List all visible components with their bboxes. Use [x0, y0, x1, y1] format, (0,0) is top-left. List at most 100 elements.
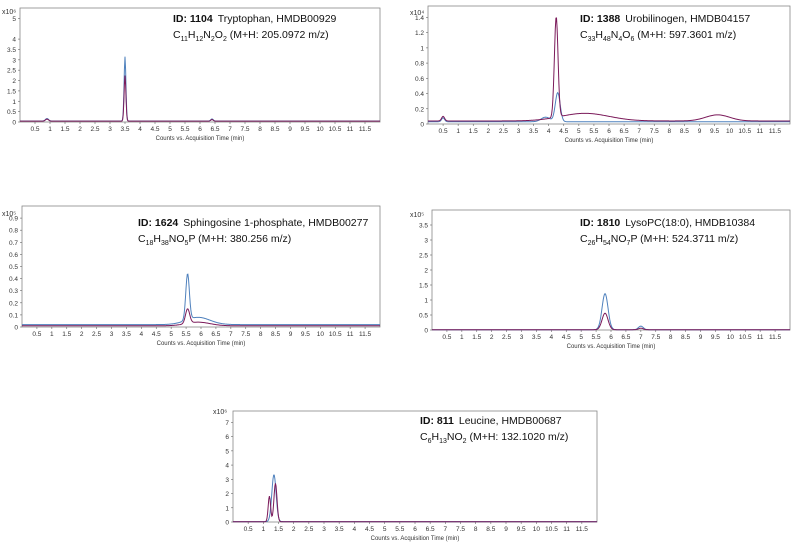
compound-name: Tryptophan, HMDB00929: [218, 13, 337, 25]
formula-subscript: 5: [185, 240, 189, 247]
x-tick-label: 5: [168, 126, 172, 133]
compound-id: ID: 811: [420, 415, 454, 427]
x-tick-label: 1: [460, 334, 464, 341]
x-tick-label: 9: [504, 526, 508, 533]
x-tick-label: 8.5: [270, 126, 279, 133]
compound-title: ID: 811 Leucine, HMDB00687: [420, 415, 562, 427]
x-tick-label: 0.5: [30, 126, 39, 133]
x-tick-label: 3: [110, 331, 114, 338]
compound-id: ID: 1810: [580, 217, 620, 229]
x-tick-label: 5: [579, 334, 583, 341]
y-scale-label: x10⁴: [410, 10, 424, 17]
y-tick-label: 0.4: [415, 91, 424, 98]
x-tick-label: 10: [726, 128, 734, 135]
y-tick-label: 0.1: [9, 312, 18, 319]
x-tick-label: 6: [609, 334, 613, 341]
plot-frame: [19, 7, 381, 123]
x-tick-label: 10.5: [545, 526, 558, 533]
x-tick-label: 1: [262, 526, 266, 533]
trace-series-1: [22, 273, 380, 326]
compound-title: ID: 1104 Tryptophan, HMDB00929: [173, 13, 337, 25]
formula-text: O: [215, 29, 223, 41]
y-tick-label: 2.5: [7, 68, 16, 75]
trace-series-1: [428, 91, 790, 123]
x-tick-label: 2: [292, 526, 296, 533]
x-tick-label: 2.5: [304, 526, 313, 533]
x-tick-label: 5.5: [180, 126, 189, 133]
y-tick-label: 5: [225, 448, 229, 455]
formula-subscript: 12: [195, 36, 203, 43]
y-tick-label: 5: [12, 16, 16, 23]
x-tick-label: 6.5: [426, 526, 435, 533]
x-tick-label: 11: [347, 331, 354, 338]
x-tick-label: 10: [533, 526, 541, 533]
compound-id: ID: 1388: [580, 13, 620, 25]
formula-text: NO: [169, 233, 185, 245]
formula-subscript: 4: [618, 36, 622, 43]
x-tick-label: 4: [547, 128, 551, 135]
y-tick-label: 0.3: [9, 288, 18, 295]
x-tick-label: 1.5: [469, 128, 478, 135]
y-scale-label: x10⁶: [213, 409, 227, 416]
y-tick-label: 0.2: [415, 106, 424, 113]
formula-text: C: [138, 233, 146, 245]
x-tick-label: 1.5: [60, 126, 69, 133]
x-tick-label: 6.5: [210, 126, 219, 133]
formula-subscript: 2: [223, 36, 227, 43]
compound-name: Leucine, HMDB00687: [459, 415, 562, 427]
trace-series-1: [233, 474, 597, 523]
x-tick-label: 11.5: [359, 126, 372, 133]
x-axis-label: Counts vs. Acquisition Time (min): [371, 536, 460, 542]
x-tick-label: 11: [347, 126, 354, 133]
x-tick-label: 11.5: [576, 526, 589, 533]
x-tick-label: 2: [490, 334, 494, 341]
x-axis-label: Counts vs. Acquisition Time (min): [156, 136, 245, 142]
compound-name: Sphingosine 1-phosphate, HMDB00277: [183, 217, 368, 229]
compound-name: Urobilinogen, HMDB04157: [625, 13, 750, 25]
y-tick-label: 4: [12, 37, 16, 44]
x-tick-label: 0.5: [439, 128, 448, 135]
x-tick-label: 0.5: [244, 526, 253, 533]
y-tick-label: 1.4: [415, 15, 424, 22]
y-tick-label: 1: [424, 298, 428, 305]
formula-text: (M+H: 205.0972 m/z): [227, 29, 329, 41]
x-tick-label: 8: [474, 526, 478, 533]
x-tick-label: 10.5: [329, 126, 342, 133]
x-tick-label: 4: [138, 126, 142, 133]
x-tick-label: 9.5: [517, 526, 526, 533]
compound-formula: C33H48N4O6 (M+H: 597.3601 m/z): [580, 29, 736, 43]
x-tick-label: 8: [668, 128, 672, 135]
x-tick-label: 2.5: [499, 128, 508, 135]
formula-text: C: [173, 29, 181, 41]
y-tick-label: 4: [225, 463, 229, 470]
x-tick-label: 6: [198, 126, 202, 133]
y-tick-label: 0: [225, 520, 229, 527]
x-tick-label: 8: [259, 331, 263, 338]
y-tick-label: 3: [12, 57, 16, 64]
x-tick-label: 3.5: [120, 126, 129, 133]
compound-formula: C11H12N2O2 (M+H: 205.0972 m/z): [173, 29, 329, 43]
x-tick-label: 9.5: [710, 128, 719, 135]
x-tick-label: 5.5: [395, 526, 404, 533]
y-tick-label: 2: [225, 491, 229, 498]
formula-text: H: [595, 233, 603, 245]
x-tick-label: 8: [258, 126, 262, 133]
formula-subscript: 48: [603, 36, 611, 43]
x-tick-label: 2: [80, 331, 84, 338]
y-tick-label: 3: [225, 477, 229, 484]
y-tick-label: 0.7: [9, 240, 18, 247]
x-tick-label: 5.5: [182, 331, 191, 338]
x-tick-label: 3: [520, 334, 524, 341]
y-tick-label: 2: [424, 268, 428, 275]
x-tick-label: 3.5: [529, 128, 538, 135]
formula-subscript: 11: [181, 36, 188, 43]
compound-title: ID: 1624 Sphingosine 1-phosphate, HMDB002…: [138, 217, 368, 229]
x-tick-label: 7.5: [241, 331, 250, 338]
x-tick-label: 4.5: [152, 331, 161, 338]
x-tick-label: 11: [563, 526, 570, 533]
x-tick-label: 0.5: [442, 334, 451, 341]
